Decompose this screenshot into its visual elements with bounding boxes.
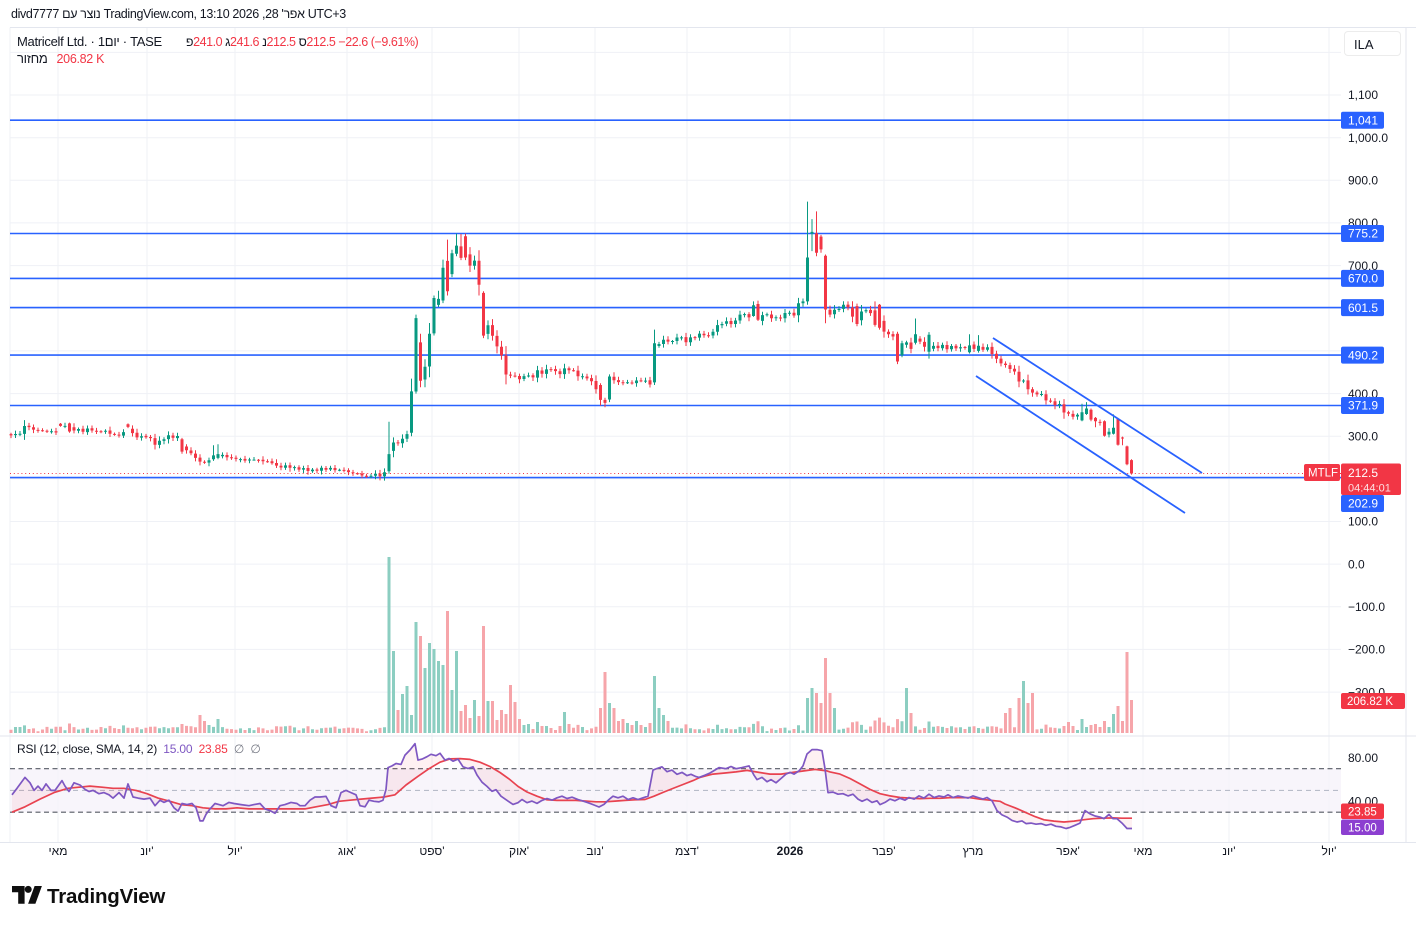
svg-text:TradingView: TradingView bbox=[47, 885, 165, 908]
svg-text:371.9: 371.9 bbox=[1348, 399, 1378, 413]
svg-text:202.9: 202.9 bbox=[1348, 497, 1378, 511]
svg-text:מאי: מאי bbox=[1134, 844, 1153, 858]
svg-text:מרץ: מרץ bbox=[963, 844, 984, 858]
svg-text:−200.0: −200.0 bbox=[1348, 643, 1385, 657]
svg-text:1,100: 1,100 bbox=[1348, 88, 1378, 102]
svg-text:100.0: 100.0 bbox=[1348, 515, 1378, 529]
svg-text:פבר': פבר' bbox=[872, 844, 895, 858]
svg-text:212.5: 212.5 bbox=[1348, 466, 1378, 480]
svg-text:MTLF: MTLF bbox=[1308, 468, 1338, 480]
svg-text:אוג': אוג' bbox=[338, 844, 356, 858]
svg-text:יול': יול' bbox=[1322, 844, 1337, 858]
svg-text:1,000.0: 1,000.0 bbox=[1348, 131, 1388, 145]
svg-text:יונ': יונ' bbox=[140, 844, 153, 858]
svg-text:יונ': יונ' bbox=[1222, 844, 1235, 858]
svg-text:−100.0: −100.0 bbox=[1348, 600, 1385, 614]
svg-text:300.0: 300.0 bbox=[1348, 429, 1378, 443]
svg-text:0.0: 0.0 bbox=[1348, 557, 1365, 571]
svg-text:206.82 K: 206.82 K bbox=[1347, 696, 1393, 708]
svg-text:ספט': ספט' bbox=[419, 844, 444, 858]
svg-text:אוק': אוק' bbox=[509, 844, 529, 858]
svg-text:1,041: 1,041 bbox=[1348, 113, 1378, 127]
svg-text:80.00: 80.00 bbox=[1348, 751, 1378, 765]
svg-text:700.0: 700.0 bbox=[1348, 259, 1378, 273]
svg-text:דצמ': דצמ' bbox=[675, 844, 699, 858]
svg-text:אפר': אפר' bbox=[1056, 844, 1080, 858]
svg-text:490.2: 490.2 bbox=[1348, 348, 1378, 362]
svg-text:יול': יול' bbox=[228, 844, 243, 858]
svg-text:מאי: מאי bbox=[49, 844, 68, 858]
svg-text:775.2: 775.2 bbox=[1348, 227, 1378, 241]
svg-text:נוב': נוב' bbox=[586, 844, 603, 858]
svg-text:670.0: 670.0 bbox=[1348, 272, 1378, 286]
svg-text:15.00: 15.00 bbox=[1348, 823, 1377, 835]
svg-text:900.0: 900.0 bbox=[1348, 174, 1378, 188]
svg-text:23.85: 23.85 bbox=[1348, 807, 1377, 819]
svg-text:601.5: 601.5 bbox=[1348, 301, 1378, 315]
svg-text:2026: 2026 bbox=[777, 844, 804, 858]
svg-text:04:44:01: 04:44:01 bbox=[1348, 483, 1391, 495]
